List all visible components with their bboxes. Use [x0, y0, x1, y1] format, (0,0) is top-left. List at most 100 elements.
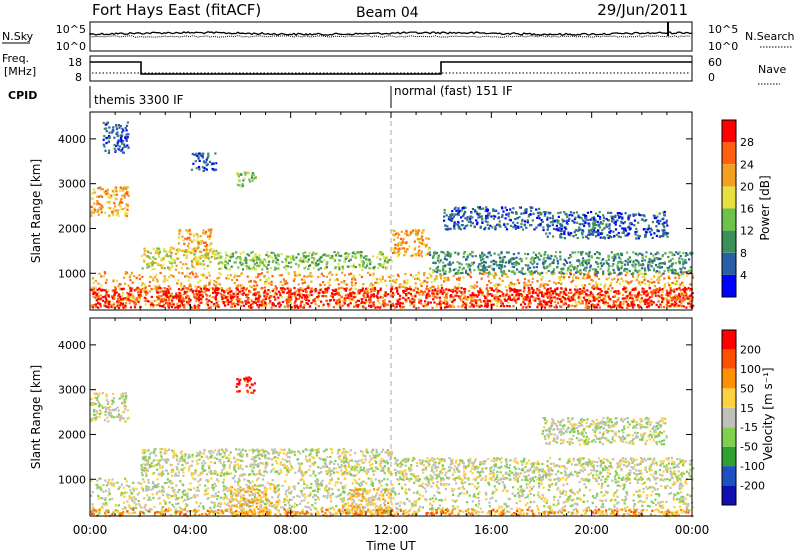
y-tick-label: 1000 [58, 267, 86, 280]
y-tick-label: 3000 [58, 178, 86, 191]
data-region-12 [541, 210, 670, 240]
velocity-y-axis: 1000 2000 3000 4000 [58, 339, 692, 486]
colorbar-segment [722, 427, 736, 447]
velocity-colorbar: 200 100 50 15 -15 -50 -100 -200 [721, 329, 765, 506]
colorbar-tick-label: 20 [740, 180, 754, 193]
velocity-panel: 1000 2000 3000 4000 00:00 04:00 08:00 12:00 16:… [29, 317, 775, 553]
data-region-9 [391, 228, 431, 258]
data-region-5 [236, 171, 257, 189]
colorbar-segment [722, 142, 736, 165]
data-region-2 [90, 186, 130, 218]
colorbar-tick-label: 15 [740, 402, 754, 415]
velocity-ylabel: Slant Range [km] [29, 365, 43, 469]
data-region-7 [393, 456, 695, 482]
colorbar-tick-label: 8 [740, 247, 747, 260]
x-tick-label: 12:00 [374, 523, 409, 537]
colorbar-segment [722, 466, 736, 486]
colorbar-tick-label: 200 [740, 343, 761, 356]
beam-title: Beam 04 [356, 5, 419, 21]
nsky-label: N.Sky [2, 30, 34, 43]
colorbar-frame [721, 329, 737, 506]
velocity-xlabel: Time UT [365, 539, 416, 553]
freq-tick-bottom: 8 [75, 71, 82, 84]
colorbar-tick-label: 16 [740, 203, 754, 216]
velocity-colorbar-label: Velocity [m s⁻¹] [761, 367, 775, 460]
data-region-1 [90, 392, 130, 423]
colorbar-segment [722, 407, 736, 428]
x-tick-label: 20:00 [574, 523, 609, 537]
cpid-label: CPID [8, 89, 37, 102]
colorbar-tick-label: 100 [740, 363, 761, 376]
x-tick-label: 00:00 [73, 523, 108, 537]
colorbar-segment [722, 349, 736, 369]
y-tick-label: 2000 [58, 222, 86, 235]
x-tick-label: 04:00 [173, 523, 208, 537]
cpid-strip: CPID themis 3300 IF normal (fast) 151 IF [8, 84, 513, 108]
nsearch-label: N.Search [745, 30, 795, 43]
colorbar-tick-label: -50 [740, 441, 758, 454]
data-region-5 [235, 376, 256, 394]
colorbar-segment [722, 230, 736, 253]
freq-frame [89, 55, 693, 82]
station-title: Fort Hays East (fitACF) [92, 1, 261, 19]
data-region-11 [443, 206, 544, 231]
power-ylabel: Slant Range [km] [29, 159, 43, 263]
colorbar-segment [722, 274, 736, 297]
data-region-3 [102, 121, 130, 154]
nave-label: Nave [758, 63, 786, 76]
x-tick-label: 16:00 [474, 523, 509, 537]
colorbar-tick-label: 24 [740, 158, 754, 171]
power-data [90, 121, 695, 310]
colorbar-tick-label: -200 [740, 480, 765, 493]
freq-label: Freq. [2, 52, 29, 65]
nsky-tick-bottom: 10^0 [56, 40, 86, 53]
data-region-7 [177, 228, 213, 253]
colorbar-segment [722, 388, 736, 408]
data-region-4 [190, 152, 218, 173]
colorbar-segment [722, 120, 736, 143]
data-region-3 [341, 488, 393, 518]
colorbar-segment [722, 485, 736, 505]
data-region-8 [216, 250, 393, 271]
freq-line [90, 61, 692, 75]
colorbar-segment [722, 164, 736, 187]
velocity-x-axis: 00:00 04:00 08:00 12:00 16:00 20:00 00:00 [73, 318, 710, 537]
nsearch-tick-top: 10^5 [708, 23, 738, 36]
power-y-axis: 1000 2000 3000 4000 [58, 133, 692, 280]
y-tick-label: 1000 [58, 473, 86, 486]
colorbar-tick-label: 12 [740, 225, 754, 238]
nsky-line [89, 31, 693, 36]
nave-tick-top: 60 [708, 56, 722, 69]
cpid-segment-1: normal (fast) 151 IF [394, 84, 513, 98]
freq-panel: Freq. [MHz] 18 8 60 0 Nave [2, 52, 786, 85]
y-tick-label: 2000 [58, 428, 86, 441]
x-tick-label: 08:00 [273, 523, 308, 537]
freq-unit: [MHz] [4, 65, 36, 78]
data-region-6 [140, 447, 394, 477]
colorbar-tick-label: 28 [740, 136, 754, 149]
x-tick-label: 00:00 [675, 523, 710, 537]
nsky-tick-top: 10^5 [56, 23, 86, 36]
nsearch-line [89, 35, 691, 38]
power-colorbar: 4 8 12 16 20 24 28 [721, 119, 754, 298]
nave-tick-bottom: 0 [708, 71, 715, 84]
freq-tick-top: 18 [68, 56, 82, 69]
date-title: 29/Jun/2011 [597, 1, 688, 19]
y-tick-label: 3000 [58, 384, 86, 397]
nsky-frame [89, 21, 693, 52]
colorbar-tick-label: -100 [740, 460, 765, 473]
y-tick-label: 4000 [58, 339, 86, 352]
data-region-8 [541, 416, 668, 446]
velocity-data [90, 376, 695, 518]
colorbar-segment [722, 446, 736, 467]
colorbar-segment [722, 368, 736, 389]
nsky-panel: N.Sky 10^5 10^0 10^5 10^0 N.Search [2, 21, 795, 53]
power-colorbar-label: Power [dB] [758, 175, 772, 240]
power-panel: 1000 2000 3000 4000 Slant Range [km] 4 8 12 16… [29, 111, 772, 311]
colorbar-tick-label: 50 [740, 382, 754, 395]
nsearch-tick-bottom: 10^0 [708, 40, 738, 53]
colorbar-segment [722, 208, 736, 231]
data-region-0 [90, 477, 694, 515]
data-region-10 [428, 250, 694, 276]
